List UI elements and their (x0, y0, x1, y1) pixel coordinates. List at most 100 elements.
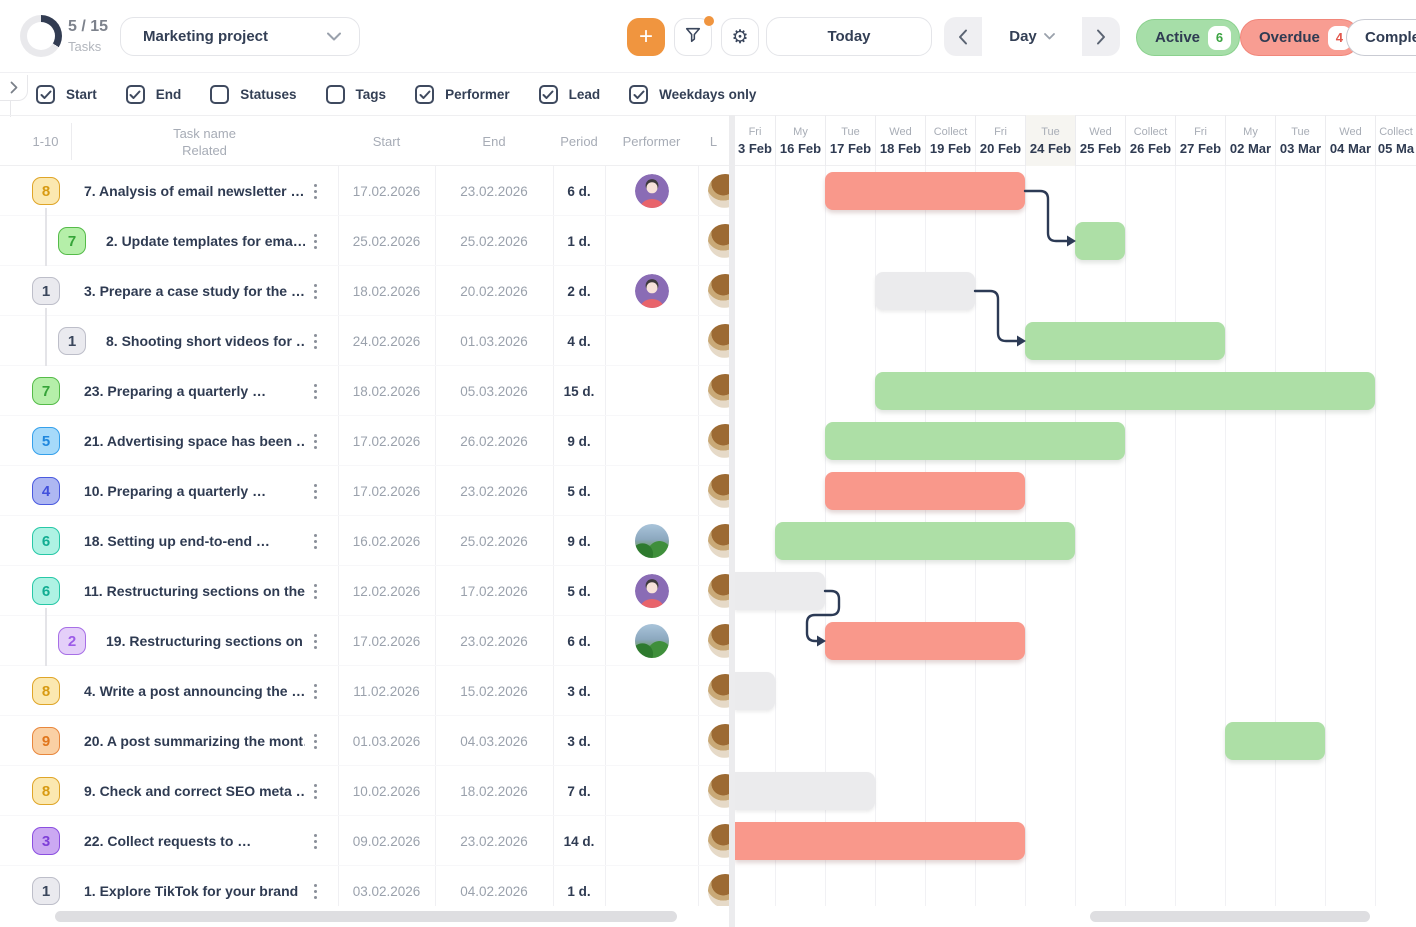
task-start-date: 17.02.2026 (352, 183, 421, 199)
gantt-bar[interactable] (1025, 322, 1225, 360)
timeline-date-label: 05 Ma (1377, 140, 1415, 156)
task-name[interactable]: 3. Prepare a case study for the … (84, 283, 305, 299)
timeline-dow-label: Tue (1041, 125, 1060, 138)
task-name[interactable]: 10. Preparing a quarterly … (84, 483, 267, 499)
task-end-date: 25.02.2026 (460, 533, 528, 549)
row-menu-icon[interactable] (309, 379, 321, 403)
row-menu-icon[interactable] (309, 179, 321, 203)
gantt-bar[interactable] (1075, 222, 1125, 260)
prev-period-button[interactable] (944, 17, 982, 56)
display-option-end[interactable]: End (125, 85, 181, 104)
panel-splitter[interactable] (729, 115, 735, 927)
lead-avatar (708, 674, 729, 708)
gantt-hscroll-thumb[interactable] (1090, 911, 1370, 922)
row-menu-icon[interactable] (309, 729, 321, 753)
collapse-panel-button[interactable] (0, 75, 28, 101)
task-start-date: 10.02.2026 (352, 783, 421, 799)
timeline-day-20Feb: Fri 20 Feb (975, 115, 1025, 166)
row-menu-icon[interactable] (309, 479, 321, 503)
settings-button[interactable]: ⚙ (721, 18, 759, 56)
display-option-tags[interactable]: Tags (325, 85, 386, 104)
gantt-bar[interactable] (775, 522, 1075, 560)
task-name[interactable]: 22. Collect requests to … (84, 833, 252, 849)
task-end-date: 05.03.2026 (460, 383, 528, 399)
row-menu-icon[interactable] (309, 279, 321, 303)
task-name[interactable]: 9. Check and correct SEO meta … (84, 783, 305, 799)
gantt-bar[interactable] (875, 272, 975, 310)
row-menu-icon[interactable] (309, 579, 321, 603)
row-menu-icon[interactable] (309, 229, 321, 253)
display-option-start[interactable]: Start (36, 85, 97, 104)
timeline-day-16Feb: My 16 Feb (775, 115, 825, 166)
task-name[interactable]: 7. Analysis of email newsletter … (84, 183, 305, 199)
task-name[interactable]: 19. Restructuring sections on … (106, 633, 305, 649)
task-name[interactable]: 2. Update templates for ema… (106, 233, 305, 249)
lead-avatar (708, 774, 729, 808)
task-name[interactable]: 8. Shooting short videos for … (106, 333, 305, 349)
table-hscroll-thumb[interactable] (55, 911, 677, 922)
task-start-date: 18.02.2026 (352, 283, 421, 299)
gantt-bar[interactable] (825, 422, 1125, 460)
row-menu-icon[interactable] (309, 529, 321, 553)
filter-active-dot (704, 16, 714, 26)
gantt-bar[interactable] (735, 772, 875, 810)
gantt-bar[interactable] (735, 572, 825, 610)
task-row: 6 11. Restructuring sections on the … 12.0… (0, 566, 729, 616)
display-option-label: Lead (568, 87, 601, 102)
project-select-value: Marketing project (143, 28, 269, 45)
row-menu-icon[interactable] (309, 779, 321, 803)
task-row: 1 8. Shooting short videos for … 24.02.202… (0, 316, 729, 366)
timeline-day-25Feb: Wed 25 Feb (1075, 115, 1125, 166)
checkbox-checked-icon (36, 85, 55, 104)
task-badge: 8 (32, 177, 60, 205)
display-option-lead[interactable]: Lead (538, 85, 601, 104)
gear-icon: ⚙ (731, 26, 749, 48)
filter-button[interactable] (674, 16, 714, 56)
performer-avatar (635, 624, 669, 658)
timeline-dow-label: Collect (1133, 125, 1168, 138)
today-button[interactable]: Today (766, 17, 932, 56)
task-name[interactable]: 23. Preparing a quarterly … (84, 383, 267, 399)
gantt-gridline (1175, 166, 1176, 916)
gantt-bar[interactable] (875, 372, 1375, 410)
row-menu-icon[interactable] (309, 429, 321, 453)
zoom-level-value: Day (1009, 28, 1037, 45)
gantt-bar[interactable] (735, 822, 1025, 860)
row-menu-icon[interactable] (309, 679, 321, 703)
filter-pill-active[interactable]: Active 6 (1136, 19, 1241, 56)
filter-pill-overdue[interactable]: Overdue 4 (1240, 19, 1360, 56)
timeline-dow-label: Wed (889, 125, 912, 138)
row-menu-icon[interactable] (309, 329, 321, 353)
task-end-date: 23.02.2026 (460, 633, 528, 649)
column-divider (435, 166, 436, 910)
timeline-dow-label: Collect (1379, 125, 1413, 138)
row-menu-icon[interactable] (309, 629, 321, 653)
gantt-bar[interactable] (735, 672, 775, 710)
zoom-level-select[interactable]: Day (982, 17, 1082, 56)
task-name[interactable]: 11. Restructuring sections on the … (84, 583, 305, 599)
row-menu-icon[interactable] (309, 829, 321, 853)
column-divider (698, 166, 699, 910)
gantt-bar[interactable] (1225, 722, 1325, 760)
task-badge: 7 (32, 377, 60, 405)
filter-pill-completed[interactable]: Comple (1346, 19, 1416, 56)
project-select[interactable]: Marketing project (120, 17, 360, 56)
next-period-button[interactable] (1082, 17, 1120, 56)
gantt-bar[interactable] (825, 622, 1025, 660)
tree-connector-line (45, 208, 47, 266)
display-option-statuses[interactable]: Statuses (210, 85, 297, 104)
lead-avatar (708, 374, 729, 408)
row-menu-icon[interactable] (309, 879, 321, 903)
task-row: 9 20. A post summarizing the mont… 01.03.2… (0, 716, 729, 766)
display-option-weekdays-only[interactable]: Weekdays only (629, 85, 756, 104)
gantt-bar[interactable] (825, 472, 1025, 510)
task-name[interactable]: 20. A post summarizing the mont… (84, 733, 305, 749)
display-option-performer[interactable]: Performer (415, 85, 510, 104)
task-name[interactable]: 21. Advertising space has been … (84, 433, 305, 449)
task-name[interactable]: 1. Explore TikTok for your brand (84, 883, 299, 899)
add-task-button[interactable]: + (627, 18, 665, 56)
gantt-bar[interactable] (825, 172, 1025, 210)
task-name[interactable]: 18. Setting up end-to-end … (84, 533, 270, 549)
timeline-day-03Mar: Tue 03 Mar (1275, 115, 1325, 166)
task-name[interactable]: 4. Write a post announcing the … (84, 683, 305, 699)
